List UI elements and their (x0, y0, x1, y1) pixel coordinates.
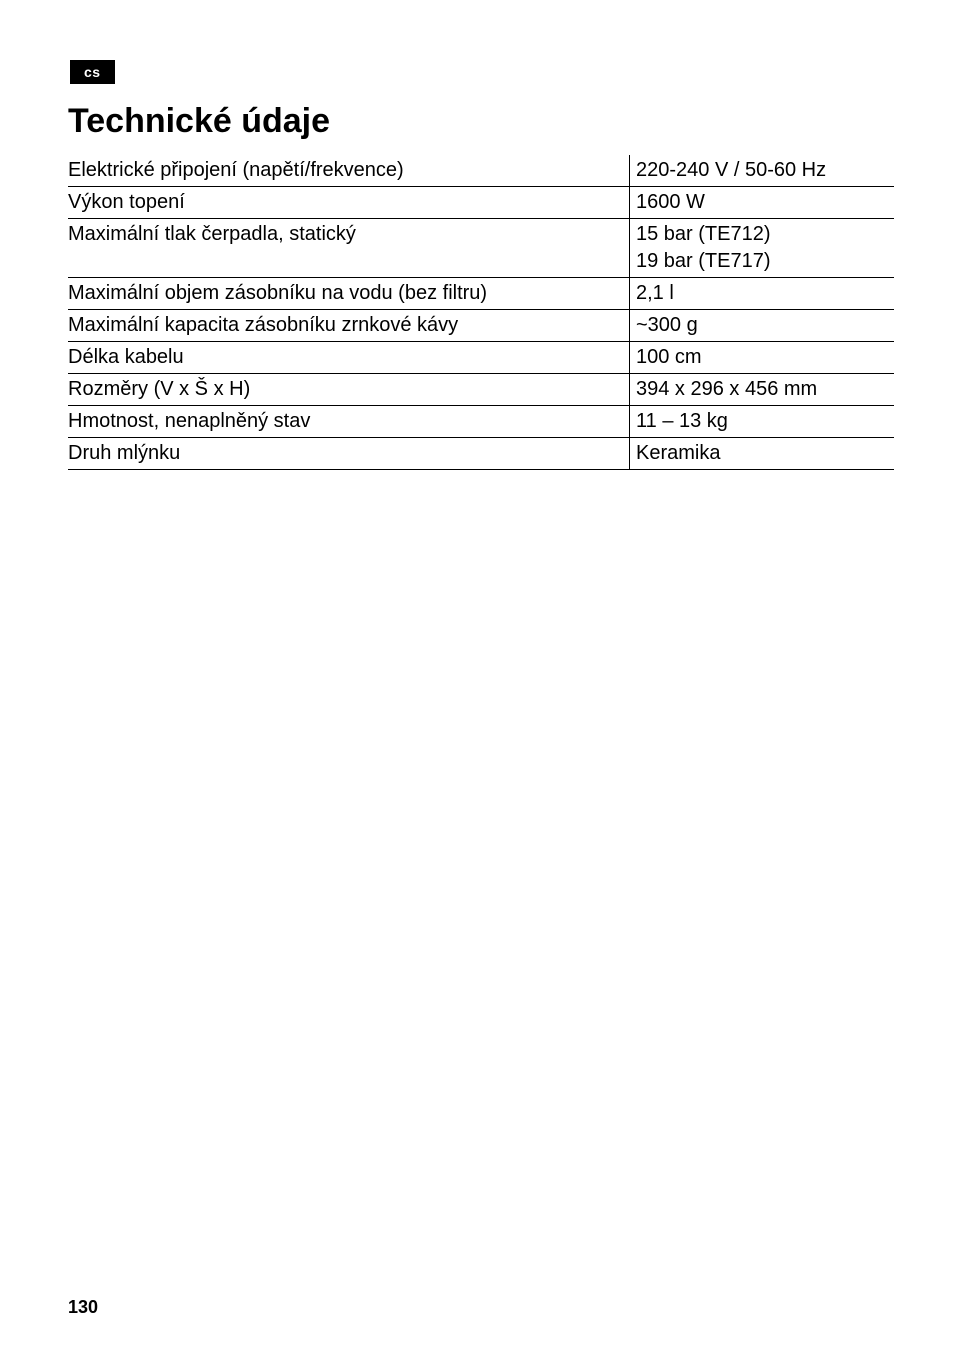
table-row: Výkon topení 1600 W (68, 187, 894, 219)
page-number: 130 (68, 1297, 98, 1318)
table-row: Rozměry (V x Š x H) 394 x 296 x 456 mm (68, 374, 894, 406)
table-row: Maximální kapacita zásobníku zrnkové káv… (68, 310, 894, 342)
spec-label: Druh mlýnku (68, 438, 630, 470)
table-row: Hmotnost, nenaplněný stav 11 – 13 kg (68, 406, 894, 438)
spec-label: Maximální objem zásobníku na vodu (bez f… (68, 278, 630, 310)
spec-label: Délka kabelu (68, 342, 630, 374)
table-row: Maximální objem zásobníku na vodu (bez f… (68, 278, 894, 310)
page: cs Technické údaje Elektrické připojení … (0, 0, 954, 1354)
spec-value: 15 bar (TE712)19 bar (TE717) (630, 219, 895, 278)
spec-label: Maximální kapacita zásobníku zrnkové káv… (68, 310, 630, 342)
table-row: Elektrické připojení (napětí/frekvence) … (68, 155, 894, 187)
spec-value: 100 cm (630, 342, 895, 374)
spec-value: 1600 W (630, 187, 895, 219)
table-row: Druh mlýnku Keramika (68, 438, 894, 470)
spec-value: 394 x 296 x 456 mm (630, 374, 895, 406)
table-row: Délka kabelu 100 cm (68, 342, 894, 374)
spec-value: 2,1 l (630, 278, 895, 310)
spec-value: ~300 g (630, 310, 895, 342)
spec-value: Keramika (630, 438, 895, 470)
spec-label: Výkon topení (68, 187, 630, 219)
spec-label: Rozměry (V x Š x H) (68, 374, 630, 406)
language-tab: cs (70, 60, 115, 84)
spec-table: Elektrické připojení (napětí/frekvence) … (68, 155, 894, 470)
spec-label: Hmotnost, nenaplněný stav (68, 406, 630, 438)
page-title: Technické údaje (68, 102, 894, 141)
spec-label: Elektrické připojení (napětí/frekvence) (68, 155, 630, 187)
spec-label: Maximální tlak čerpadla, statický (68, 219, 630, 278)
spec-value: 220-240 V / 50-60 Hz (630, 155, 895, 187)
table-row: Maximální tlak čerpadla, statický 15 bar… (68, 219, 894, 278)
spec-value: 11 – 13 kg (630, 406, 895, 438)
